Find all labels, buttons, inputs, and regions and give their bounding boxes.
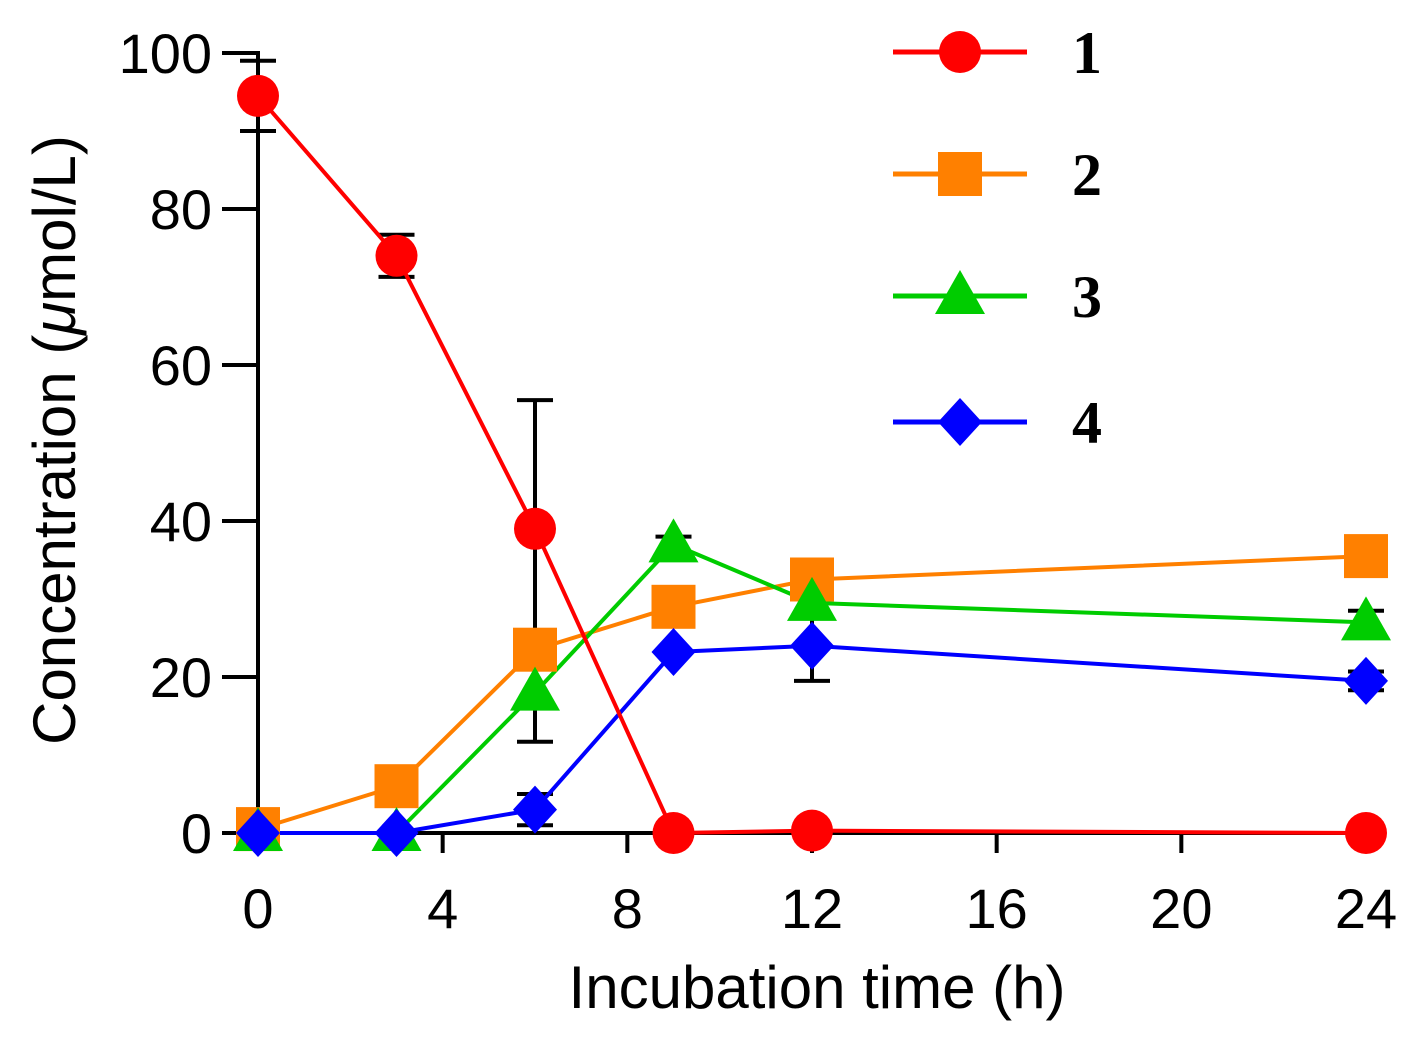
series-1-point xyxy=(514,507,556,550)
legend-marker-1 xyxy=(939,31,981,73)
y-tick-label: 20 xyxy=(150,646,212,709)
y-axis-title: Concentration (μmol/L) xyxy=(21,135,88,745)
series-1-point xyxy=(1345,812,1387,854)
x-tick-label: 12 xyxy=(781,877,843,940)
series-4-point xyxy=(790,621,834,670)
legend-label-1: 1 xyxy=(1072,20,1102,86)
series-2-line xyxy=(257,554,1367,832)
series-2-point xyxy=(651,584,696,629)
error-bars xyxy=(240,58,1384,828)
y-tick-label: 80 xyxy=(150,178,212,241)
legend: 1 2 3 4 xyxy=(893,20,1102,456)
series-1-point xyxy=(652,812,695,854)
legend-marker-2 xyxy=(938,152,982,196)
y-tick-label: 100 xyxy=(119,22,212,85)
x-tick-label: 0 xyxy=(242,877,273,940)
legend-entry-1: 1 xyxy=(893,20,1102,86)
series-2-point xyxy=(513,627,557,672)
legend-entry-2: 2 xyxy=(893,142,1102,208)
series-4-point xyxy=(513,785,557,834)
series-3-point xyxy=(1341,596,1391,641)
x-tick-label: 24 xyxy=(1335,877,1397,940)
legend-marker-3 xyxy=(935,270,985,314)
x-tick-label: 20 xyxy=(1150,877,1212,940)
x-tick-label: 16 xyxy=(966,877,1028,940)
y-tick-label: 60 xyxy=(150,334,212,397)
y-tick-label: 0 xyxy=(181,802,212,865)
y-axis-title-part-3: mol/L) xyxy=(21,135,88,302)
series-4-point xyxy=(1344,656,1388,705)
series-1-point xyxy=(791,809,833,852)
y-tick-label: 40 xyxy=(150,490,212,553)
series-2-point xyxy=(1344,534,1388,579)
x-axis-title: Incubation time (h) xyxy=(569,954,1066,1021)
legend-marker-4 xyxy=(938,398,982,446)
series-4-line xyxy=(258,643,1367,835)
series-3-point xyxy=(787,576,837,621)
legend-entry-3: 3 xyxy=(893,264,1102,330)
series-2-point xyxy=(374,764,419,809)
x-tick-label: 4 xyxy=(427,877,458,940)
legend-label-2: 2 xyxy=(1072,142,1102,208)
series-3-point xyxy=(510,666,560,711)
series-4-point xyxy=(236,809,280,857)
series-1-point xyxy=(375,234,418,277)
y-axis-title-part-1: Concentration ( xyxy=(21,335,88,745)
series-3-point xyxy=(648,518,699,563)
y-axis-title-part-2: μ xyxy=(21,302,88,337)
legend-entry-4: 4 xyxy=(893,390,1102,456)
legend-label-3: 3 xyxy=(1072,264,1102,330)
series-1-line xyxy=(256,94,1367,835)
series-1-point xyxy=(237,74,279,117)
x-tick-label: 8 xyxy=(612,877,643,940)
series-4-point xyxy=(651,628,696,677)
plot-area xyxy=(233,58,1391,857)
legend-label-4: 4 xyxy=(1072,390,1102,456)
series-4-point xyxy=(374,809,419,857)
